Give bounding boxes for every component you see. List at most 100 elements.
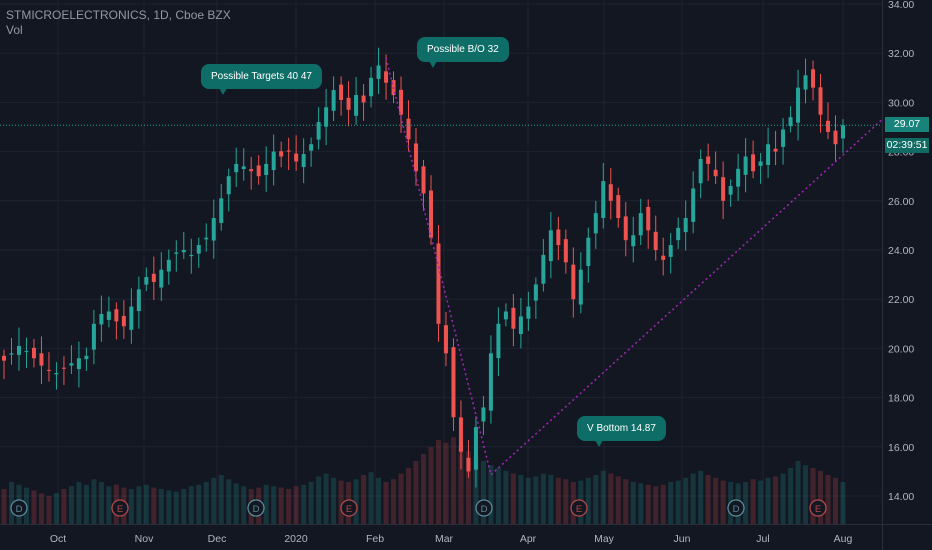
candle-body (631, 235, 636, 247)
volume-bar (158, 489, 164, 524)
earnings-marker (111, 499, 129, 517)
volume-bar (698, 470, 704, 524)
candle-body (294, 153, 299, 162)
volume-bar (383, 482, 389, 524)
candle-body (833, 130, 838, 145)
volume-bar (585, 477, 591, 524)
candle-body (301, 154, 306, 167)
candle-body (316, 122, 321, 140)
v-bottom-callout[interactable]: V Bottom 14.87 (577, 416, 666, 447)
candle-body (743, 156, 748, 175)
volume-bar (263, 484, 269, 524)
volume-bar (293, 486, 299, 524)
volume-bar (765, 477, 771, 524)
candle-body (211, 218, 216, 241)
possible-bo-callout[interactable]: Possible B/O 32 (417, 37, 509, 68)
volume-bar (495, 468, 501, 524)
candle-body (518, 316, 523, 335)
volume-bar (705, 475, 711, 524)
candle-body (713, 169, 718, 177)
callout-tail (595, 440, 603, 447)
price-axis: 14.0016.0018.0020.0022.0024.0026.0028.00… (882, 0, 914, 550)
candle-body (204, 237, 209, 240)
volume-bar (188, 486, 194, 524)
candle-body (466, 457, 471, 472)
volume-bar (675, 480, 681, 524)
volume-bar (278, 487, 284, 524)
volume-bar (76, 482, 82, 524)
candle-body (623, 216, 628, 241)
volume-bar (480, 461, 486, 524)
y-tick-label: 24.00 (888, 245, 914, 257)
volume-bar (173, 491, 179, 524)
volume-bar (683, 477, 689, 524)
candle-body (309, 144, 314, 151)
volume-bar (540, 473, 546, 524)
earnings-marker-label: E (576, 504, 582, 515)
trend-lines (0, 57, 883, 476)
bar-countdown-label: 02:39:51 (885, 138, 929, 153)
candle-body (219, 198, 224, 224)
volume-bar (211, 477, 217, 524)
volume-bar (615, 476, 621, 524)
volume-bar (780, 473, 786, 524)
volume-bar (818, 470, 824, 524)
volume-bar (196, 484, 202, 524)
x-tick-label: Nov (135, 533, 154, 545)
candle-body (399, 89, 404, 115)
candle-body (384, 71, 389, 83)
earnings-marker-label: E (346, 504, 352, 515)
possible-targets-callout[interactable]: Possible Targets 40 47 (201, 64, 322, 95)
candle-body (451, 347, 456, 418)
volume-bar (338, 480, 344, 524)
candle-body (653, 231, 658, 250)
x-tick-label: Oct (50, 533, 66, 545)
candle-body (376, 65, 381, 79)
dividend-marker-label: D (733, 504, 740, 515)
volume-bar (98, 482, 104, 524)
volume-bar (83, 484, 89, 524)
volume-bar (331, 477, 337, 524)
candle-body (826, 120, 831, 132)
candle-body (436, 243, 441, 324)
candle-body (99, 313, 104, 325)
candle-body (196, 245, 201, 254)
candle-body (361, 95, 366, 103)
volume-bar (31, 490, 37, 524)
volume-bar (825, 475, 831, 524)
candle-body (428, 190, 433, 238)
volume-bar (548, 475, 554, 524)
volume-bar (720, 480, 726, 524)
volume-bar (803, 465, 809, 524)
volume-bar (795, 461, 801, 524)
candle-body (406, 118, 411, 140)
volume-bar (46, 496, 52, 524)
candle-body (533, 284, 538, 301)
volume-bar (218, 475, 224, 524)
candle-body (698, 158, 703, 184)
volume-bar (136, 486, 142, 524)
volume-bar (458, 445, 464, 524)
volume-bar (143, 484, 149, 524)
volume-bar (713, 477, 719, 524)
volume-bar (750, 479, 756, 524)
candle-body (766, 144, 771, 165)
candle-body (841, 125, 845, 139)
candle-body (129, 306, 134, 330)
time-axis: Oct Nov Dec 2020 Feb Mar Apr May Jun Jul Aug (0, 524, 932, 545)
volume-bar (166, 490, 172, 524)
chart-grid (0, 0, 882, 524)
volume-bar (301, 484, 307, 524)
volume-bar (53, 493, 59, 524)
chart-legend: STMICROELECTRONICS, 1D, Cboe BZX Vol (6, 8, 231, 38)
candle-body (488, 353, 493, 411)
volume-bar (608, 473, 614, 524)
earnings-marker (570, 499, 588, 517)
volume-label: Vol (6, 23, 23, 37)
earnings-marker-label: E (815, 504, 821, 515)
earnings-marker (809, 499, 827, 517)
candle-body (339, 84, 344, 100)
x-tick-label: 2020 (284, 533, 308, 545)
